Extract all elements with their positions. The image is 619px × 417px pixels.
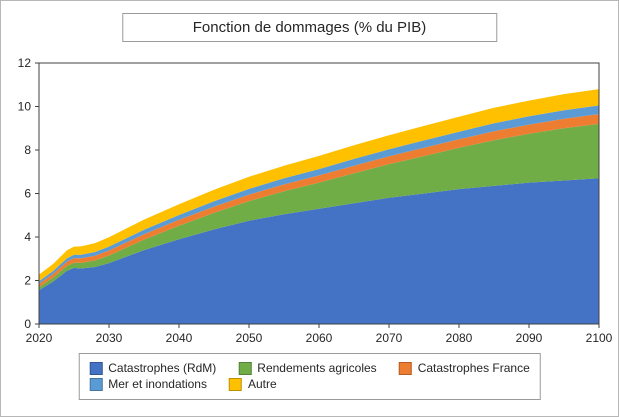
legend-label: Autre — [247, 377, 277, 391]
legend-swatch-icon — [89, 377, 103, 391]
x-axis-label: 2090 — [516, 331, 543, 345]
y-axis-label: 4 — [24, 230, 31, 244]
x-axis-label: 2060 — [306, 331, 333, 345]
chart-title: Fonction de dommages (% du PIB) — [121, 13, 498, 42]
legend-swatch-icon — [238, 361, 252, 375]
legend-item-autre: Autre — [228, 377, 277, 391]
legend-swatch-icon — [398, 361, 412, 375]
area-series-catastrophes-rdm — [39, 178, 599, 324]
legend-label: Rendements agricoles — [257, 361, 377, 375]
legend-item-catastrophes-rdm: Catastrophes (RdM) — [89, 361, 216, 375]
y-axis-label: 12 — [18, 56, 32, 70]
area-series-catastrophes-france — [39, 114, 599, 287]
y-axis-label: 8 — [24, 143, 31, 157]
y-axis-label: 10 — [18, 100, 32, 114]
y-axis-label: 2 — [24, 274, 31, 288]
legend-label: Mer et inondations — [108, 377, 207, 391]
legend-item-rendements-agricoles: Rendements agricoles — [238, 361, 377, 375]
x-axis-label: 2020 — [26, 331, 53, 345]
x-axis-label: 2100 — [586, 331, 613, 345]
legend-label: Catastrophes (RdM) — [108, 361, 217, 375]
legend-row: Catastrophes (RdM) Rendements agricoles Ca… — [89, 361, 530, 375]
legend-item-catastrophes-france: Catastrophes France — [398, 361, 530, 375]
y-axis-label: 6 — [24, 187, 31, 201]
legend-item-mer-et-inondations: Mer et inondations — [89, 377, 207, 391]
x-axis-label: 2070 — [376, 331, 403, 345]
x-axis-label: 2030 — [96, 331, 123, 345]
x-axis-label: 2080 — [446, 331, 473, 345]
x-axis-label: 2040 — [166, 331, 193, 345]
area-series-autre — [39, 89, 599, 282]
legend-swatch-icon — [89, 361, 103, 375]
legend-row: Mer et inondations Autre — [89, 377, 530, 391]
legend-swatch-icon — [228, 377, 242, 391]
plot-area: 0 2 4 6 8 10 12 2020 2030 2040 2050 2060 2070 2080 209… — [18, 56, 613, 345]
area-series-rendements-agricoles — [39, 123, 599, 291]
x-axis-label: 2050 — [236, 331, 263, 345]
y-axis-label: 0 — [24, 317, 31, 331]
chart-legend: Catastrophes (RdM) Rendements agricoles Ca… — [78, 353, 541, 400]
legend-label: Catastrophes France — [417, 361, 530, 375]
